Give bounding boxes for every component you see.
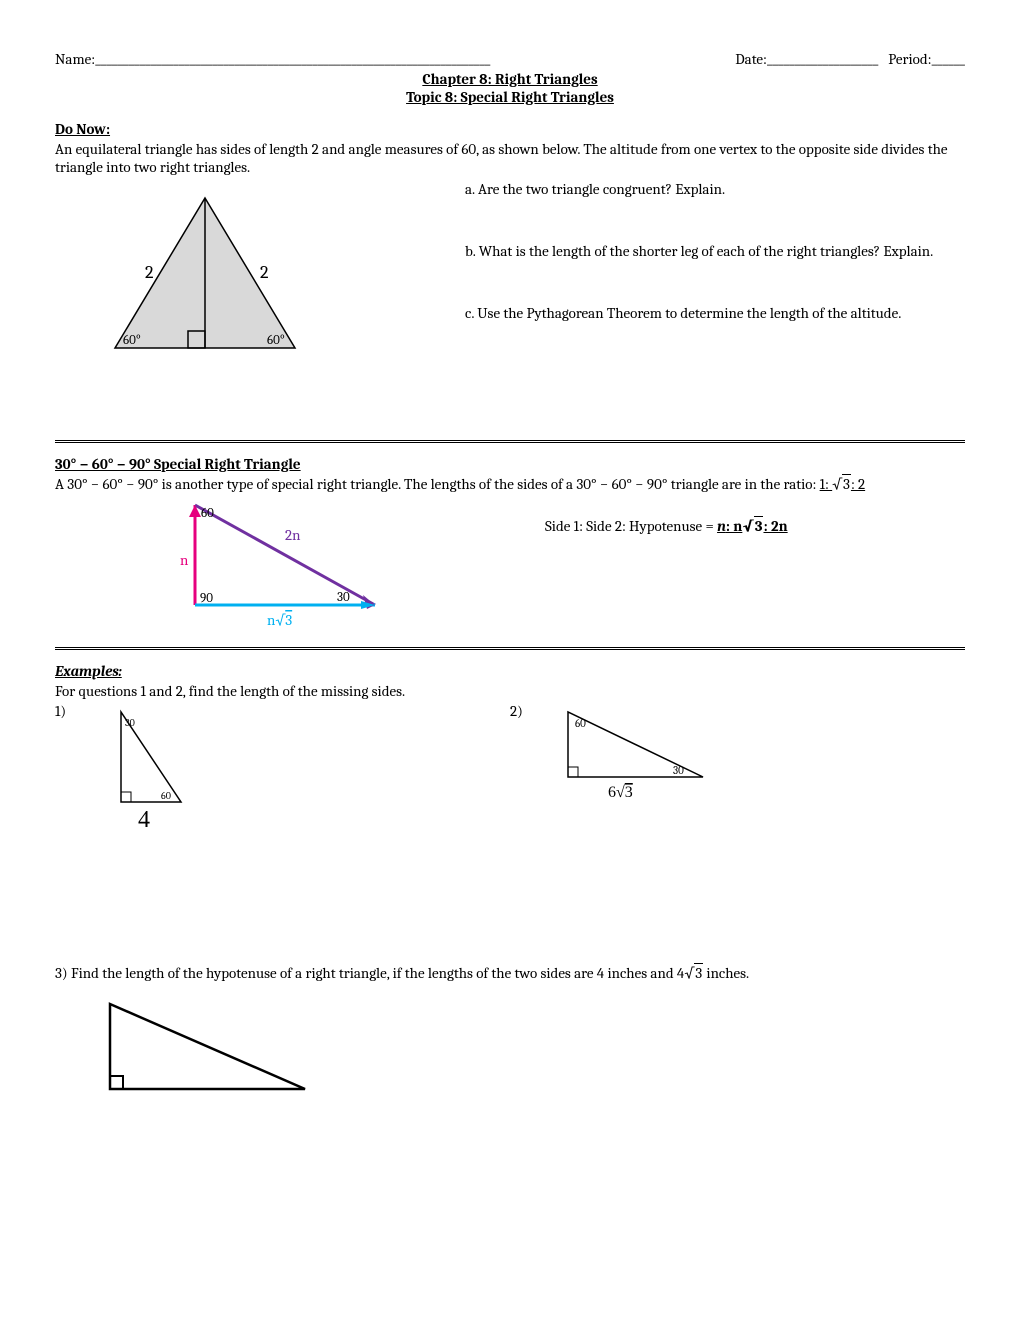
question-2: 2) 60 30 6√3 xyxy=(510,702,965,832)
question-1: 1) 30 60 4 xyxy=(55,702,510,832)
question-a: a. Are the two triangle congruent? Expla… xyxy=(465,180,965,198)
do-now-intro: An equilateral triangle has sides of len… xyxy=(55,140,965,176)
svg-text:n√3: n√3 xyxy=(267,611,292,629)
svg-text:60: 60 xyxy=(161,790,171,802)
side-left-label: 2 xyxy=(145,262,154,283)
angle-left-label: 60° xyxy=(123,333,141,348)
side-right-label: 2 xyxy=(260,262,269,283)
special-triangle-figure: 60 90 30 n 2n n√3 xyxy=(55,495,515,635)
svg-text:6√3: 6√3 xyxy=(608,784,633,801)
name-field: Name:___________________________________… xyxy=(55,50,490,68)
chapter-title: Chapter 8: Right Triangles xyxy=(55,70,965,88)
do-now-label: Do Now: xyxy=(55,120,110,138)
divider-1 xyxy=(55,440,965,443)
do-now-questions: a. Are the two triangle congruent? Expla… xyxy=(465,178,965,368)
ratio-description: Side 1: Side 2: Hypotenuse = n: n3: 2n xyxy=(545,495,965,635)
svg-text:30: 30 xyxy=(125,717,135,729)
question-b: b. What is the length of the shorter leg… xyxy=(465,242,965,260)
topic-title: Topic 8: Special Right Triangles xyxy=(55,88,965,106)
svg-text:2n: 2n xyxy=(285,526,301,544)
question-3: 3) Find the length of the hypotenuse of … xyxy=(55,964,965,982)
section-heading: 30° − 60° − 90° Special Right Triangle xyxy=(55,455,301,473)
examples-label: Examples: xyxy=(55,662,122,680)
divider-2 xyxy=(55,647,965,650)
svg-text:n: n xyxy=(180,551,189,569)
q3-triangle xyxy=(55,984,965,1104)
question-c: c. Use the Pythagorean Theorem to determ… xyxy=(465,304,965,322)
svg-text:90: 90 xyxy=(200,591,213,606)
svg-text:30: 30 xyxy=(673,764,684,777)
equilateral-triangle-figure: 2 2 60° 60° xyxy=(55,178,435,368)
do-now-section: Do Now: An equilateral triangle has side… xyxy=(55,120,965,368)
special-triangle-section: 30° − 60° − 90° Special Right Triangle A… xyxy=(55,455,965,635)
svg-text:30: 30 xyxy=(337,590,350,605)
section-text: A 30° − 60° − 90° is another type of spe… xyxy=(55,475,965,493)
q1-triangle: 30 60 4 xyxy=(106,702,206,832)
date-period: Date:____________________ Period:______ xyxy=(735,50,965,68)
angle-right-label: 60° xyxy=(267,333,285,348)
examples-section: Examples: For questions 1 and 2, find th… xyxy=(55,662,965,832)
header-line: Name:___________________________________… xyxy=(55,50,965,68)
svg-text:60: 60 xyxy=(201,506,214,521)
q2-triangle: 60 30 6√3 xyxy=(553,702,723,812)
svg-text:60: 60 xyxy=(575,717,586,730)
examples-intro: For questions 1 and 2, find the length o… xyxy=(55,682,965,700)
svg-text:4: 4 xyxy=(138,807,150,832)
